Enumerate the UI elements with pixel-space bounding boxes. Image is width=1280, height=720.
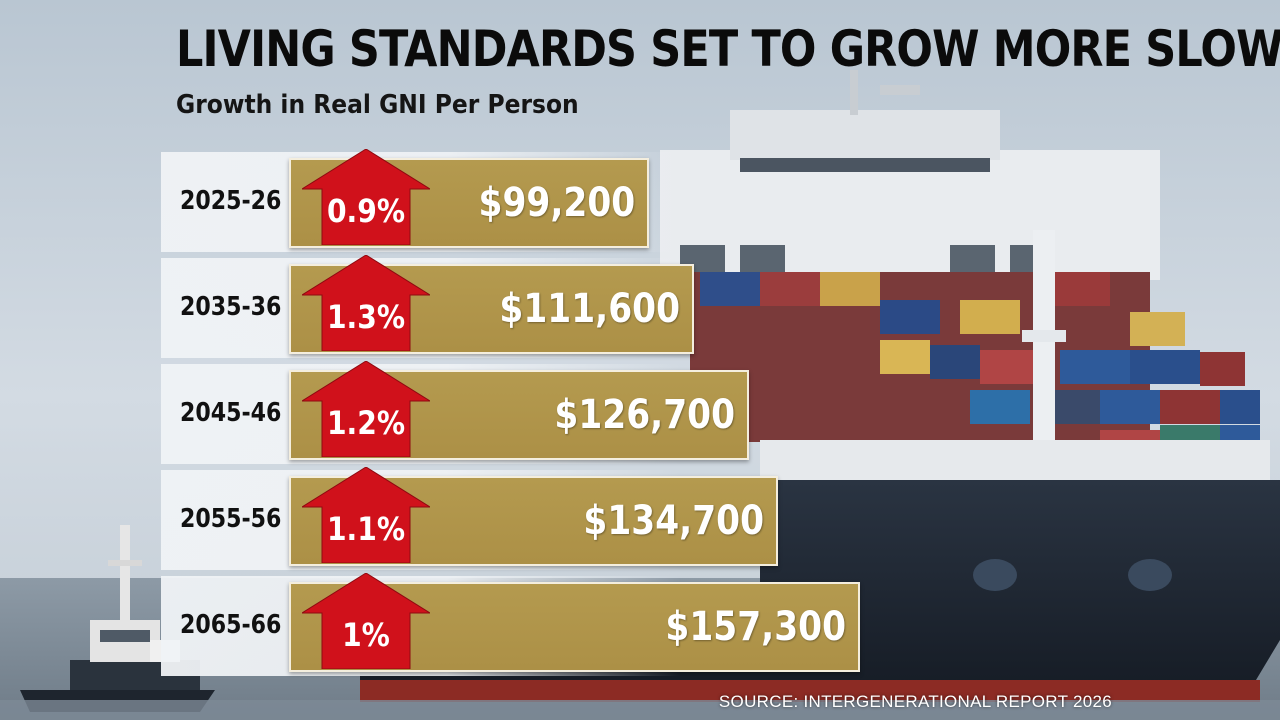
growth-label: 1.1%	[326, 510, 406, 548]
category-label: 2055-56	[180, 504, 282, 534]
category-label: 2065-66	[180, 610, 282, 640]
category-label: 2045-46	[180, 398, 282, 428]
value-label: $99,200	[478, 180, 636, 226]
growth-label: 1.2%	[326, 404, 406, 442]
chart-title: LIVING STANDARDS SET TO GROW MORE SLOWLY	[176, 20, 1280, 78]
chart-subtitle: Growth in Real GNI Per Person	[176, 90, 579, 120]
growth-label: 1.3%	[326, 298, 406, 336]
source-note: SOURCE: INTERGENERATIONAL REPORT 2026	[718, 692, 1112, 711]
category-label: 2025-26	[180, 186, 282, 216]
arrow-up-icon: 1.1%	[302, 467, 430, 563]
arrow-up-icon: 1.3%	[302, 255, 430, 351]
value-label: $126,700	[554, 392, 735, 438]
category-label: 2035-36	[180, 292, 282, 322]
growth-label: 1%	[342, 616, 390, 654]
growth-label: 0.9%	[326, 192, 406, 230]
arrow-up-icon: 1%	[302, 573, 430, 669]
arrow-up-icon: 0.9%	[302, 149, 430, 245]
value-label: $157,300	[665, 604, 846, 650]
value-label: $134,700	[583, 498, 764, 544]
arrow-up-icon: 1.2%	[302, 361, 430, 457]
value-label: $111,600	[499, 286, 681, 332]
